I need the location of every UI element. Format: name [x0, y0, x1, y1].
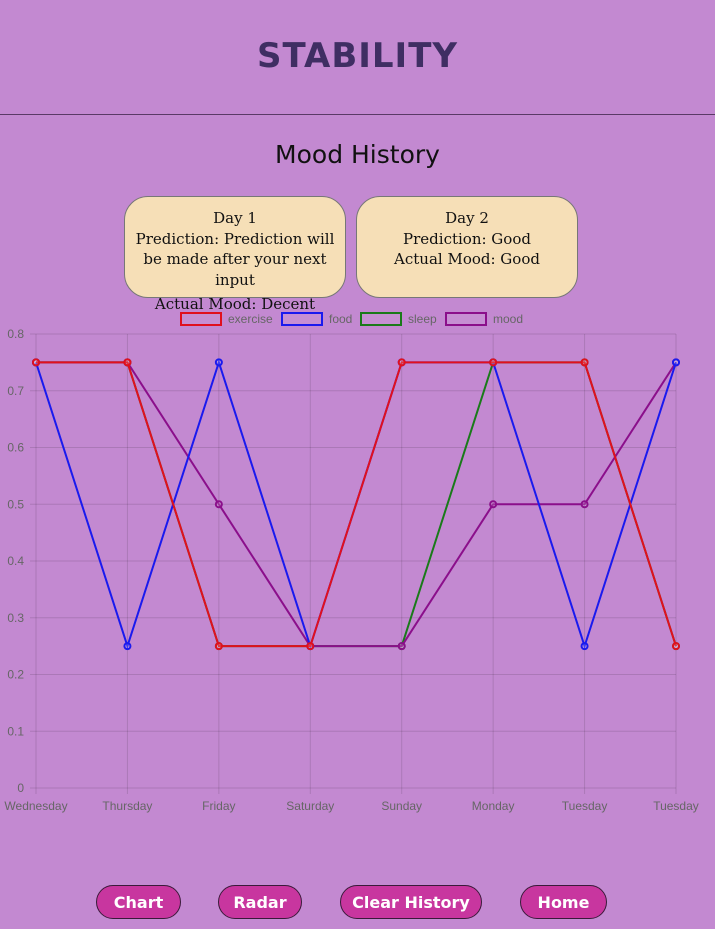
card-day-label: Day 2	[445, 209, 489, 227]
y-tick-label: 0.2	[7, 668, 24, 682]
y-tick-label: 0.4	[7, 554, 24, 568]
card-actual-mood: Actual Mood: Good	[394, 250, 540, 268]
y-tick-label: 0.1	[7, 724, 24, 738]
x-tick-label: Tuesday	[653, 799, 699, 813]
app-header: STABILITY	[0, 0, 715, 115]
data-point-exercise	[123, 358, 132, 367]
mood-history-chart: 0 0.1 0.2 0.3 0.4 0.5 0.6 0.7 0.8 Wednesday Thursd…	[4, 312, 699, 813]
app-title: STABILITY	[256, 36, 459, 76]
legend-swatch-sleep	[360, 312, 402, 326]
card-day-label: Day 1	[213, 209, 257, 227]
card-prediction: Prediction: Prediction will be made afte…	[135, 229, 335, 289]
data-point-exercise	[672, 642, 680, 651]
y-tick-label: 0.5	[7, 497, 24, 511]
data-point-exercise	[397, 358, 406, 367]
data-point-food	[672, 358, 680, 367]
y-tick-label: 0.3	[7, 611, 24, 625]
y-tick-label: 0.7	[7, 384, 24, 398]
clear-history-button[interactable]: Clear History	[340, 885, 482, 919]
x-tick-label: Saturday	[286, 799, 334, 813]
y-tick-label: 0.8	[7, 327, 24, 341]
data-point-food	[123, 642, 132, 651]
card-prediction: Prediction: Good	[403, 229, 531, 248]
data-point-mood	[489, 500, 498, 509]
x-tick-label: Wednesday	[4, 799, 67, 813]
data-point-exercise	[306, 642, 315, 651]
data-point-mood	[214, 500, 223, 509]
legend-label-exercise: exercise	[228, 312, 273, 326]
legend-label-food: food	[329, 312, 352, 326]
data-point-food	[214, 358, 223, 367]
day-card-1: Day 1 Prediction: Prediction will be mad…	[124, 196, 346, 298]
y-tick-label: 0.6	[7, 441, 24, 455]
series-line-exercise	[36, 361, 677, 648]
series-line-mood	[36, 361, 677, 648]
data-point-exercise	[489, 358, 498, 367]
data-point-exercise	[580, 358, 589, 367]
card-actual-mood: Actual Mood: Decent	[154, 295, 316, 313]
x-tick-label: Monday	[472, 799, 515, 813]
radar-button[interactable]: Radar	[218, 885, 302, 919]
legend-label-sleep: sleep	[408, 312, 437, 326]
x-tick-label: Friday	[202, 799, 235, 813]
y-tick-label: 0	[17, 781, 24, 795]
x-tick-label: Sunday	[381, 799, 422, 813]
legend-label-mood: mood	[493, 312, 523, 326]
day-card-2: Day 2 Prediction: Good Actual Mood: Good	[356, 196, 578, 298]
x-tick-label: Thursday	[102, 799, 152, 813]
data-point-exercise	[214, 642, 223, 651]
legend-swatch-exercise	[180, 312, 222, 326]
data-point-food	[580, 642, 589, 651]
data-point-exercise	[32, 358, 40, 367]
legend-swatch-mood	[445, 312, 487, 326]
legend-swatch-food	[281, 312, 323, 326]
data-point-mood	[397, 642, 406, 651]
home-button[interactable]: Home	[520, 885, 607, 919]
x-tick-label: Tuesday	[562, 799, 608, 813]
chart-button[interactable]: Chart	[96, 885, 181, 919]
data-point-mood	[580, 500, 589, 509]
page-title: Mood History	[275, 140, 440, 169]
